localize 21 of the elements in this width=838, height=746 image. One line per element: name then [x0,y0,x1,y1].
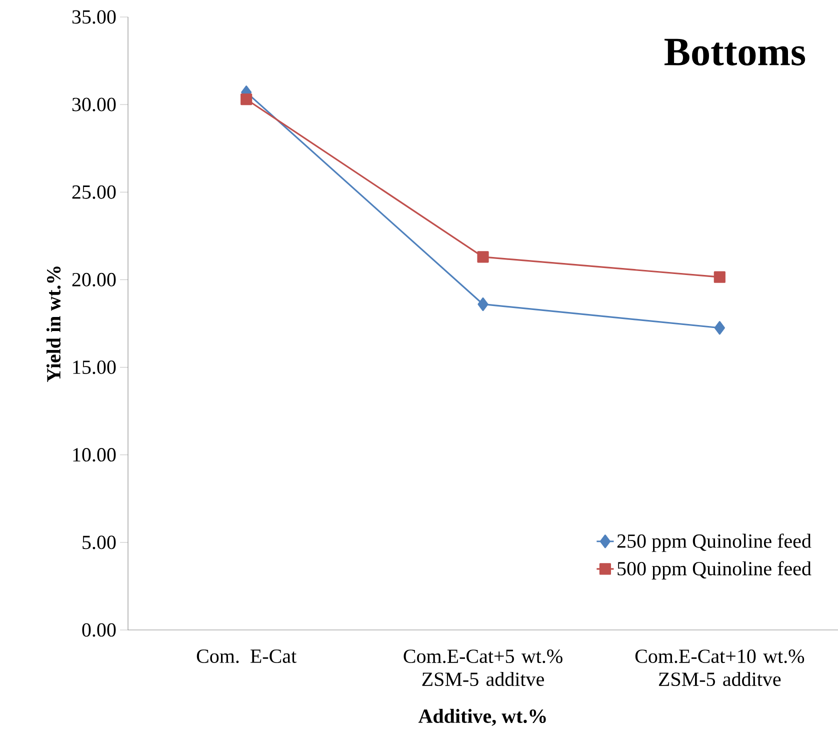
point [714,271,726,283]
y-axis-title: Yield in wt.% [46,266,61,382]
y-tick-label: 20.00 [72,272,116,286]
legend-label: 250 ppm Quinoline feed [617,534,812,552]
y-tick-label: 5.00 [82,536,116,550]
x-tick-label: Com. E-Cat [196,650,296,664]
y-tick-label: 35.00 [72,10,116,24]
y-tick-label: 0.00 [82,623,116,637]
x-tick-label: Com.E-Cat+5 wt.% ZSM-5 additve [404,650,562,686]
point [478,297,488,312]
point [240,94,252,106]
y-tick-label: 10.00 [73,448,116,462]
y-tick-label: 30.00 [72,98,116,112]
legend-label: 500 ppm Quinoline feed [618,561,812,580]
y-tick-label: 25.00 [72,185,116,199]
chart-title: Bottoms [664,38,806,66]
point [477,251,489,263]
y-tick-label: 15.00 [73,360,116,374]
x-axis-title: Additive, wt.% [418,708,546,726]
point [714,321,725,335]
x-tick-label: Com.E-Cat+10 wt.% ZSM-5 additve [635,650,804,686]
